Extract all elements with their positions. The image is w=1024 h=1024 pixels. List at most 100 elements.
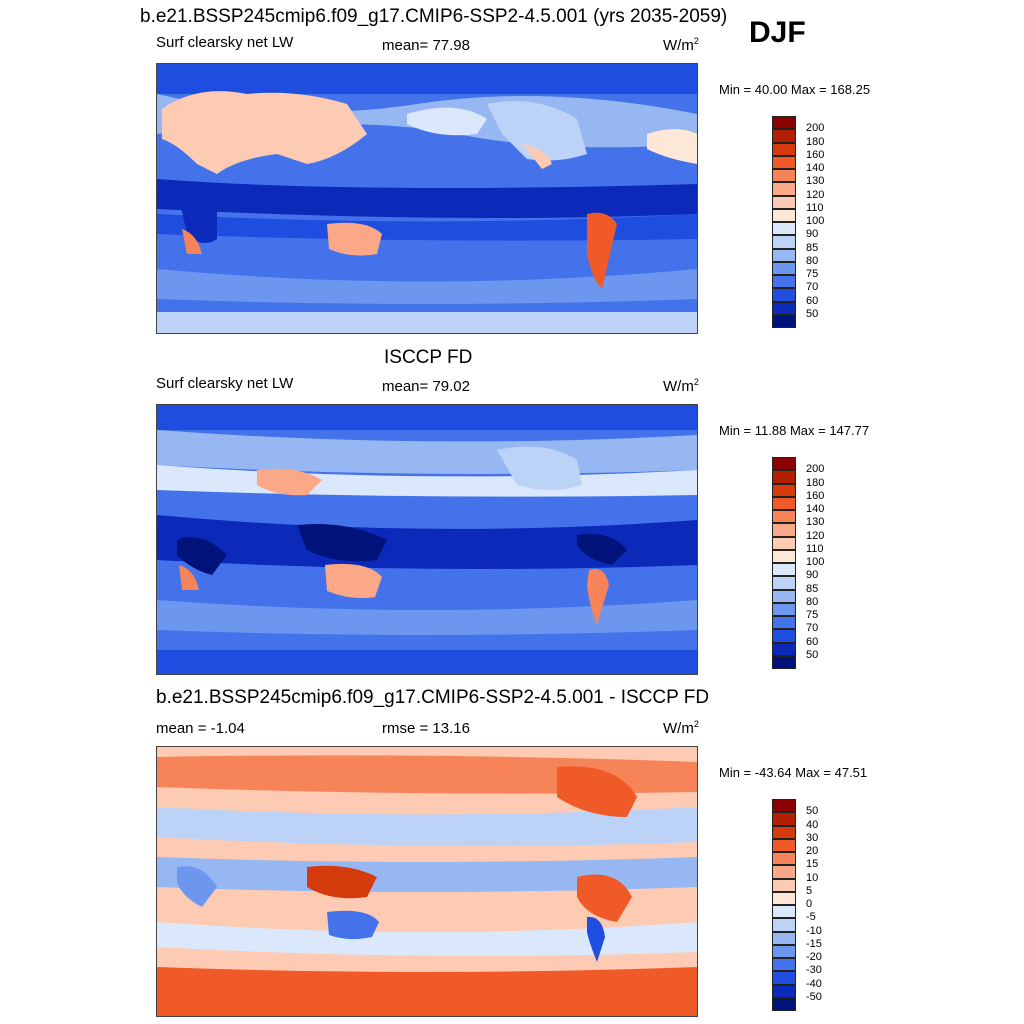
panel-1-arctic-band: [157, 64, 697, 94]
panel-1-mexico: [522, 144, 552, 169]
colorbar-tick-label: 10: [806, 871, 819, 884]
panel-1-s-america: [587, 212, 617, 289]
colorbar-tick-label: 30: [806, 831, 819, 844]
panel-1-south-africa: [182, 229, 202, 254]
colorbar-tick-label: 40: [806, 818, 819, 831]
panel-1-australia: [327, 222, 382, 256]
panel-3-n-america: [557, 766, 637, 817]
colorbar-segment: [772, 905, 796, 919]
panel-2-australia: [325, 563, 382, 599]
colorbar-tick-label: 75: [806, 609, 819, 621]
panel-1-n-pacific: [407, 107, 487, 136]
colorbar-segment: [772, 155, 796, 169]
panel-1-antarctic-band: [157, 312, 697, 333]
colorbar-tick-label: 180: [806, 135, 825, 148]
colorbar-segment: [772, 865, 796, 879]
colorbar-segment: [772, 470, 796, 484]
panel-3-title: b.e21.BSSP245cmip6.f09_g17.CMIP6-SSP2-4.…: [156, 687, 710, 708]
panel-2-antarctic-band: [157, 650, 697, 674]
panel-1-units: W/m2: [663, 36, 699, 54]
colorbar-segment: [772, 195, 796, 209]
panel-1-n-america: [487, 101, 587, 161]
panel-2-units: W/m2: [663, 377, 699, 395]
colorbar-segment: [772, 629, 796, 643]
panel-1-tropical-band: [157, 179, 697, 218]
colorbar-segment: [772, 825, 796, 839]
colorbar-tick-label: 80: [806, 595, 819, 608]
season-label: DJF: [749, 16, 806, 49]
colorbar-tick-label: 200: [806, 463, 825, 476]
panel-1-s-tropics-band: [157, 214, 697, 241]
colorbar-segment: [772, 997, 796, 1011]
panel-2-map: [156, 404, 698, 675]
panel-3-southern-ocean: [157, 967, 697, 1016]
colorbar-segment: [772, 116, 796, 130]
colorbar-segment: [772, 248, 796, 262]
panel-2-s-midlat-band: [157, 600, 697, 635]
panel-2-south-africa: [179, 565, 199, 590]
colorbar-segment: [772, 616, 796, 630]
colorbar-tick-label: 70: [806, 622, 819, 635]
panel-1-s-midlat-band: [157, 269, 697, 304]
colorbar-segment: [772, 931, 796, 945]
colorbar-tick-label: 180: [806, 476, 825, 489]
panel-3-map: [156, 746, 698, 1017]
colorbar-tick-label: 15: [806, 858, 819, 871]
colorbar-tick-label: 100: [806, 556, 825, 568]
colorbar-segment: [772, 891, 796, 905]
colorbar-segment: [772, 182, 796, 196]
colorbar-segment: [772, 799, 796, 813]
panel-1-variable: Surf clearsky net LW: [156, 34, 294, 51]
colorbar-segment: [772, 496, 796, 510]
colorbar-segment: [772, 523, 796, 537]
colorbar-tick-label: 70: [806, 281, 819, 294]
colorbar-tick-label: -50: [806, 990, 822, 1003]
colorbar-tick-label: 110: [806, 201, 824, 214]
colorbar-tick-label: 60: [806, 294, 819, 307]
panel-2-arctic-band: [157, 405, 697, 430]
colorbar-segment: [772, 878, 796, 892]
colorbar-tick-label: -5: [806, 911, 816, 924]
colorbar-segment: [772, 457, 796, 471]
colorbar-tick-label: 130: [806, 175, 825, 188]
panel-2-mean: mean= 79.02: [382, 378, 470, 395]
colorbar-segment: [772, 536, 796, 550]
panel-3-units: W/m2: [663, 719, 699, 737]
colorbar-segment: [772, 483, 796, 497]
panel-2-central-africa: [177, 537, 227, 575]
colorbar-segment: [772, 642, 796, 656]
panel-3-australia: [327, 910, 379, 940]
colorbar-segment: [772, 301, 796, 315]
colorbar-segment: [772, 222, 796, 236]
panel-3-central-africa: [177, 866, 217, 907]
panel-3-map-svg: [157, 747, 697, 1016]
panel-1-central-africa: [177, 188, 217, 243]
colorbar-segment: [772, 169, 796, 183]
panel-3-s-midlat-band: [157, 922, 697, 956]
colorbar-tick-label: 120: [806, 188, 825, 201]
colorbar-segment: [772, 129, 796, 143]
colorbar-segment: [772, 852, 796, 866]
panel-2-s-america-south: [587, 569, 609, 625]
colorbar-segment: [772, 958, 796, 972]
colorbar-segment: [772, 576, 796, 590]
colorbar-segment: [772, 984, 796, 998]
colorbar-tick-label: 90: [806, 569, 819, 582]
colorbar-tick-label: -30: [806, 964, 822, 977]
colorbar-tick-label: 130: [806, 516, 825, 529]
colorbar-tick-label: 0: [806, 898, 813, 910]
colorbar-tick-label: 110: [806, 542, 824, 555]
colorbar-segment: [772, 275, 796, 289]
colorbar-segment: [772, 314, 796, 328]
colorbar-tick-label: 90: [806, 228, 819, 241]
colorbar-segment: [772, 589, 796, 603]
panel-1-colorbar: 200 180 160 140 130 120 110 100 90 85 80 75 70 60 50: [772, 116, 824, 328]
colorbar-segment: [772, 142, 796, 156]
panel-3-colorbar: 50 40 30 20 15 10 5 0 -5 -10 -15 -20 -30 -40 -50: [772, 799, 822, 1011]
panel-2-amazon: [577, 534, 627, 565]
panel-2-colorbar: 200 180 160 140 130 120 110 100 90 85 80 75 70 60 50: [772, 457, 824, 669]
panel-3-mean: mean = -1.04: [156, 720, 245, 737]
colorbar-tick-label: 5: [806, 884, 813, 897]
panel-2-warm-pool: [297, 524, 387, 562]
colorbar-tick-label: 160: [806, 489, 825, 502]
